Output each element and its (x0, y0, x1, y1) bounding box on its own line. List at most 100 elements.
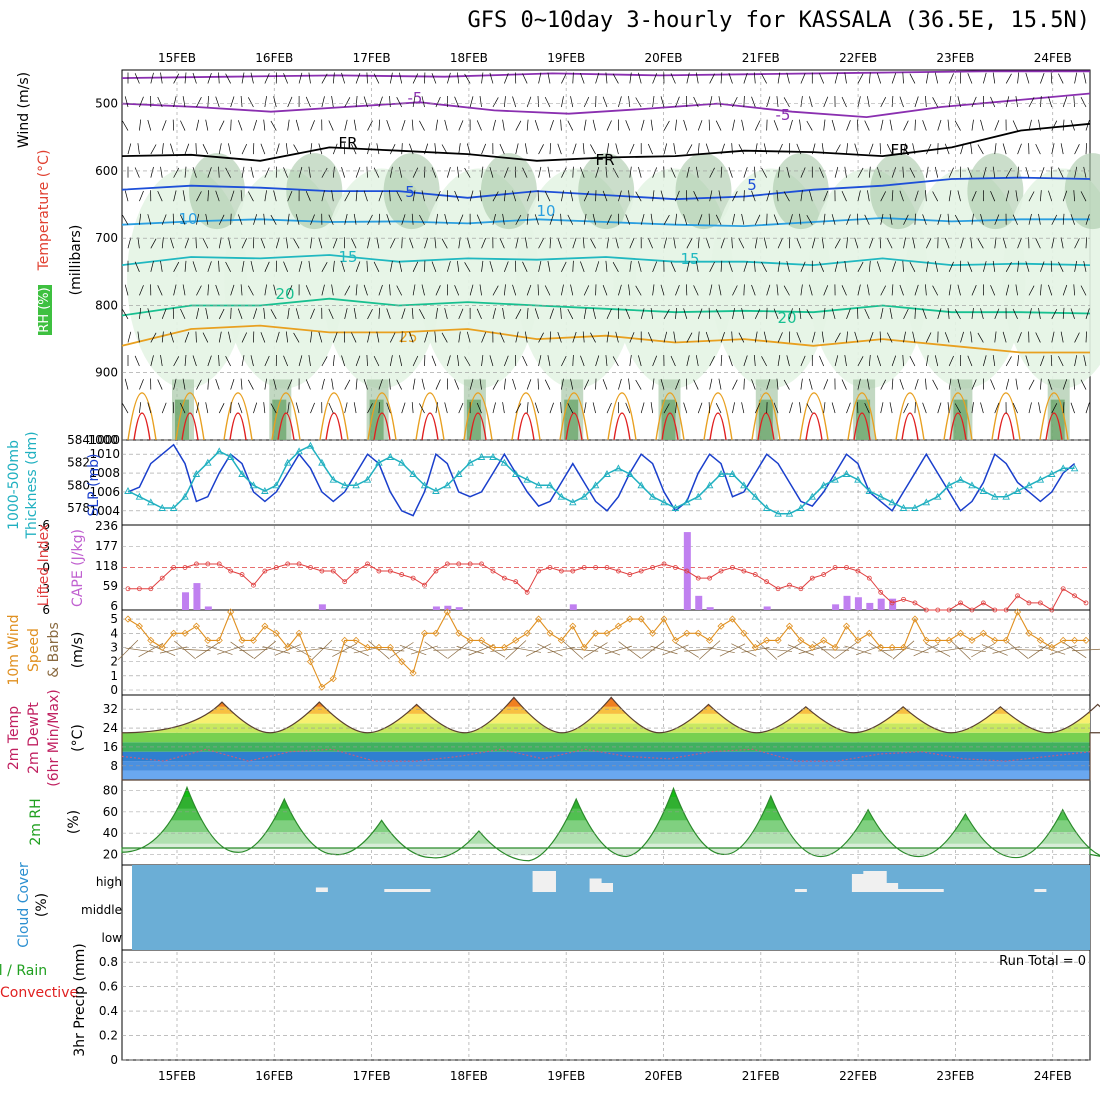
wind-barb (180, 214, 186, 225)
wind-barb (754, 237, 758, 249)
contour-35 (181, 412, 199, 441)
wind-barb (1060, 143, 1064, 155)
wind-barb (857, 261, 864, 272)
wind-barb (592, 402, 596, 414)
wind-barb (618, 284, 622, 296)
wind-barb (549, 214, 554, 225)
wind-barb (230, 213, 232, 225)
wind-barb (134, 261, 140, 272)
thickness-marker (751, 492, 760, 500)
wind-barb (629, 260, 632, 272)
wind-barb (489, 72, 494, 84)
wind-barb (444, 214, 448, 225)
wind-barb-10m (787, 644, 814, 656)
wind-marker (660, 615, 668, 623)
li-marker (809, 575, 815, 581)
wind-marker (774, 636, 782, 644)
li-marker (638, 568, 644, 574)
wind-barb (344, 191, 351, 202)
wind-barb (652, 261, 658, 272)
wind-barb (446, 261, 451, 272)
wind-barb (823, 213, 826, 225)
cloud-high-bar (543, 871, 556, 892)
wind-barb-10m (411, 645, 439, 655)
contour-35 (565, 412, 583, 441)
series-li (128, 563, 1087, 611)
wind-barb (481, 260, 484, 272)
wind-barb (366, 72, 368, 84)
wind-barb (663, 120, 670, 131)
wind-barb (821, 143, 825, 155)
wind-barb (341, 261, 346, 272)
wind-barb (263, 402, 266, 414)
contour-5 (121, 176, 1091, 201)
wind-barb (868, 354, 871, 367)
contour-35 (133, 412, 151, 441)
wind-barb (264, 261, 270, 272)
cape-bar (444, 605, 452, 610)
wind-barb (310, 143, 313, 155)
wind-barb (469, 96, 474, 108)
wind-barb (867, 96, 870, 108)
wind-barb (971, 307, 974, 319)
wind-barb (419, 120, 425, 131)
wind-barb (264, 96, 267, 108)
contour-30 (319, 392, 349, 441)
wind-barb (549, 237, 552, 249)
wind-barb (925, 284, 927, 296)
wind-barb (469, 378, 474, 390)
wind-barb (1048, 96, 1053, 108)
wind-barb (283, 261, 288, 272)
wind-barb (934, 166, 939, 178)
thickness-marker (329, 475, 338, 483)
ylabel-slp: SLP (mb) (86, 453, 102, 516)
wind-barb (241, 332, 248, 343)
wind-barb (980, 308, 984, 320)
wind-barb (891, 190, 894, 202)
cloud-high-bar (931, 889, 944, 892)
li-marker (205, 561, 211, 567)
wind-barb (697, 143, 700, 155)
date-label-bottom: 24FEB (1034, 1069, 1072, 1083)
wind-barb (476, 402, 482, 414)
li-marker (433, 568, 439, 574)
wind-barb (515, 331, 519, 343)
wind-barb (435, 190, 441, 202)
wind-barb (273, 96, 277, 108)
wind-marker (671, 636, 679, 644)
wind-barb (1012, 120, 1018, 131)
wind-barb (310, 402, 315, 414)
cape-bar (877, 598, 885, 610)
wind-barb (629, 355, 632, 367)
wind-barb (572, 72, 574, 84)
wind-barb (944, 332, 950, 343)
wind-barb (355, 167, 361, 178)
wind-marker (158, 643, 166, 652)
wind-barb (773, 120, 779, 131)
wind-barb (629, 143, 635, 155)
wind-barb (421, 96, 425, 108)
cape-tick: 236 (95, 519, 118, 533)
wind-barb (932, 97, 939, 108)
wind-barb (263, 213, 266, 225)
wind-barb (879, 331, 882, 343)
wind-barb (743, 284, 745, 296)
wind-marker (945, 636, 953, 644)
cloud-high-bar (794, 889, 807, 892)
wind-marker (592, 629, 600, 637)
wind-barb (489, 261, 494, 272)
wind-barb (582, 237, 585, 249)
li-marker (866, 575, 872, 581)
contour-15 (121, 254, 1091, 267)
temp-tick: 8 (110, 759, 118, 773)
wind-barb (789, 119, 793, 131)
wind-barb (806, 309, 813, 320)
wind-barb (202, 238, 209, 249)
li-marker (513, 579, 519, 585)
wind-marker (877, 643, 885, 652)
thickness-marker (546, 481, 554, 489)
date-label-top: 22FEB (839, 51, 877, 65)
li-marker (273, 565, 279, 570)
wind-barb (583, 96, 590, 108)
wind-barb (363, 96, 368, 108)
